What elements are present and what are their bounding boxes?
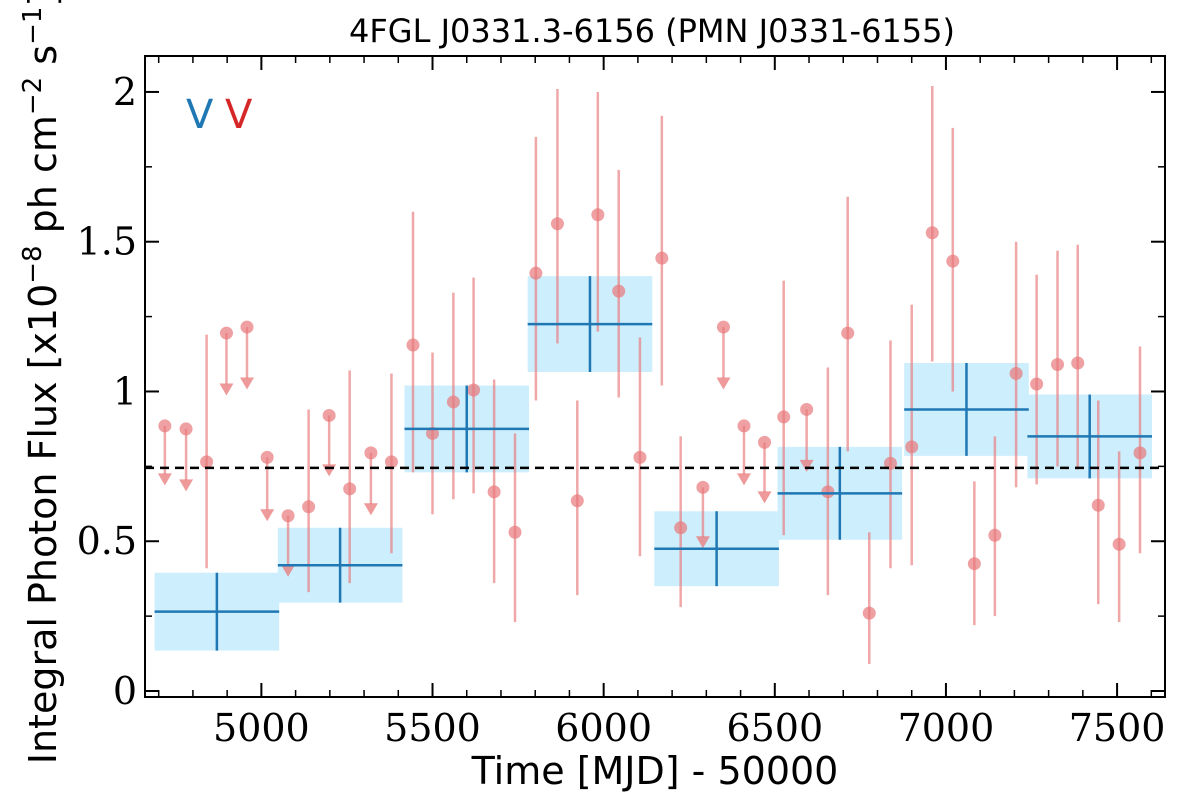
flux-point-11 [550, 217, 564, 231]
upper-limit-point-5 [281, 509, 295, 523]
upper-limit-point-7 [364, 446, 378, 460]
flux-point-9 [508, 525, 522, 539]
flux-point-14 [612, 284, 626, 298]
flux-point-24 [925, 226, 939, 240]
y-axis: 0 0.5 1 1.5 2 [77, 70, 1165, 713]
flux-point-19 [821, 485, 835, 499]
upper-limit-point-1 [179, 422, 193, 436]
upper-limit-arrow-6 [322, 464, 337, 477]
tags: V V [186, 92, 253, 138]
x-tick-label-4: 7000 [898, 706, 995, 750]
flux-point-12 [570, 494, 584, 508]
y-tick-label-4: 2 [113, 70, 137, 114]
plot-frame [144, 55, 1166, 698]
x-tick-label-2: 6000 [555, 706, 652, 750]
upper-limit-arrow-12 [799, 459, 814, 472]
flux-point-23 [905, 440, 919, 454]
flux-point-25 [946, 254, 960, 268]
x-tick-label-3: 6500 [726, 706, 823, 750]
flux-point-3 [384, 455, 398, 469]
upper-limit-arrow-0 [157, 473, 172, 486]
upper-limit-arrow-3 [240, 377, 254, 390]
upper-limit-arrow-9 [716, 377, 731, 390]
upper-limit-point-4 [260, 450, 274, 464]
upper-limit-arrow-7 [363, 503, 378, 516]
flux-point-28 [1009, 367, 1023, 381]
y-tick-label-3: 1.5 [77, 220, 137, 264]
y-tick-label-1: 0.5 [77, 519, 137, 563]
flux-point-8 [487, 485, 501, 499]
flux-point-13 [591, 208, 605, 222]
flux-point-26 [967, 557, 981, 571]
x-tick-label-0: 5000 [213, 706, 310, 750]
tag-blue: V [186, 92, 214, 138]
upper-limit-point-0 [158, 419, 172, 433]
binned-flux-layer [154, 276, 1152, 651]
upper-limit-point-11 [758, 435, 772, 449]
upper-limits-layer [157, 320, 814, 577]
flux-point-7 [467, 383, 481, 397]
flux-point-18 [777, 410, 791, 424]
flux-point-34 [1133, 446, 1147, 460]
flux-point-29 [1030, 377, 1044, 391]
flux-point-21 [862, 606, 876, 620]
upper-limit-point-12 [800, 402, 814, 416]
upper-limit-arrow-4 [260, 509, 275, 522]
x-axis: 5000 5500 6000 6500 7000 7500 [157, 56, 1166, 750]
chart-title: 4FGL J0331.3-6156 (PMN J0331-6155) [349, 12, 955, 50]
upper-limit-point-3 [240, 320, 254, 334]
flux-point-0 [200, 455, 214, 469]
flux-point-32 [1091, 498, 1105, 512]
upper-limit-arrow-10 [736, 473, 751, 486]
upper-limit-arrow-1 [179, 479, 194, 492]
upper-limit-point-8 [696, 480, 710, 494]
upper-limit-arrow-11 [757, 491, 772, 504]
upper-limit-arrow-8 [695, 536, 710, 549]
flux-point-30 [1051, 358, 1065, 372]
flux-point-10 [529, 266, 543, 280]
flux-point-27 [988, 528, 1002, 542]
tag-red: V [225, 92, 253, 138]
x-tick-label-5: 7500 [1069, 706, 1166, 750]
upper-limit-arrow-2 [219, 383, 234, 396]
upper-limit-arrow-5 [281, 564, 296, 577]
flux-point-15 [633, 450, 647, 464]
y-tick-label-0: 0 [113, 669, 137, 713]
flux-point-6 [446, 395, 460, 409]
flux-point-2 [343, 482, 357, 496]
flux-point-33 [1112, 537, 1126, 551]
flux-point-20 [841, 326, 855, 340]
upper-limit-point-9 [716, 320, 730, 334]
upper-limit-point-10 [737, 419, 751, 433]
flux-point-31 [1071, 356, 1085, 370]
flux-point-16 [655, 251, 669, 265]
x-tick-label-1: 5500 [384, 706, 481, 750]
y-axis-label: Integral Photon Flux [x10−8 ph cm−2 s−1] [18, 0, 65, 764]
upper-limit-point-2 [219, 326, 233, 340]
y-tick-label-2: 1 [113, 369, 137, 413]
flux-point-1 [302, 500, 316, 514]
flux-point-4 [406, 338, 420, 352]
upper-limit-point-6 [322, 408, 336, 422]
flux-point-17 [674, 521, 688, 535]
x-axis-label: Time [MJD] - 50000 [471, 749, 839, 793]
